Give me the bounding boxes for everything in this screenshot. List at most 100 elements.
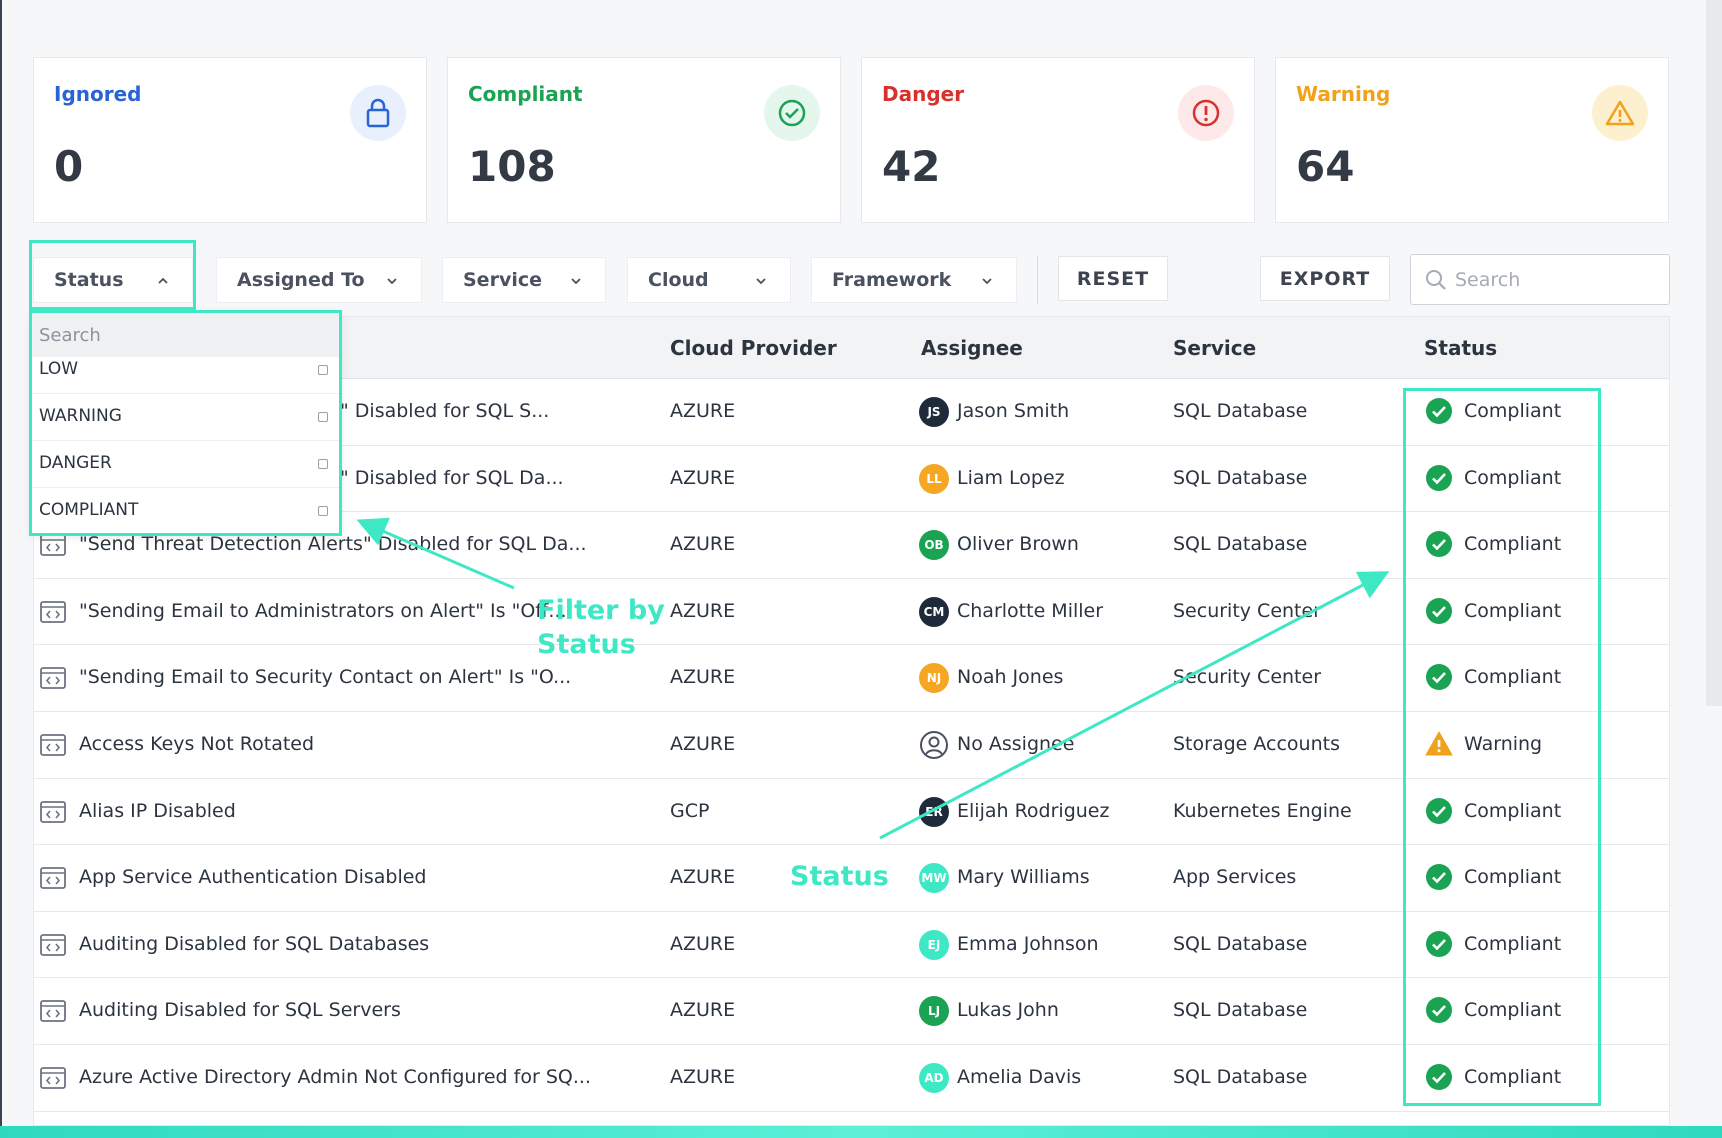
filter-divider bbox=[1037, 256, 1038, 304]
framework-filter-label: Framework bbox=[832, 269, 952, 291]
card-label: Ignored bbox=[54, 82, 142, 106]
code-icon bbox=[40, 1066, 66, 1090]
status-label: Compliant bbox=[1464, 999, 1562, 1022]
service-name: SQL Database bbox=[1173, 533, 1308, 556]
dropdown-option-compliant[interactable]: COMPLIANT bbox=[32, 488, 340, 535]
finding-name[interactable]: Auditing Disabled for SQL Servers bbox=[79, 999, 401, 1022]
header-service[interactable]: Service bbox=[1173, 336, 1257, 360]
reset-button[interactable]: RESET bbox=[1058, 256, 1168, 301]
card-warning[interactable]: Warning 64 bbox=[1275, 57, 1669, 223]
status-filter[interactable]: Status bbox=[33, 257, 193, 303]
lock-icon bbox=[350, 85, 406, 141]
option-label: COMPLIANT bbox=[39, 500, 139, 520]
dropdown-option-low[interactable]: LOW bbox=[32, 347, 340, 394]
code-icon bbox=[40, 733, 66, 757]
table-row[interactable]: Auditing Disabled for SQL Servers AZURE LJ… bbox=[34, 978, 1669, 1045]
status-label: Compliant bbox=[1464, 666, 1562, 689]
assignee-name: Mary Williams bbox=[957, 866, 1090, 889]
status-label: Compliant bbox=[1464, 599, 1562, 622]
service-name: App Services bbox=[1173, 866, 1297, 889]
table-row[interactable]: Access Keys Not Rotated AZURE No Assignee S… bbox=[34, 712, 1669, 779]
finding-name[interactable]: Auditing Disabled for SQL Databases bbox=[79, 932, 430, 955]
avatar: OB bbox=[919, 530, 949, 561]
finding-name[interactable]: "Sending Email to Administrators on Aler… bbox=[79, 599, 567, 622]
chevron-down-icon bbox=[754, 271, 768, 293]
table-row[interactable]: "Send Threat Detection Alerts" Disabled … bbox=[34, 512, 1669, 579]
code-icon bbox=[40, 600, 66, 624]
table-row[interactable]: App Service Authentication Disabled AZURE… bbox=[34, 845, 1669, 912]
card-compliant[interactable]: Compliant 108 bbox=[447, 57, 841, 223]
header-status[interactable]: Status bbox=[1424, 336, 1498, 360]
dropdown-option-warning[interactable]: WARNING bbox=[32, 394, 340, 441]
check-circle-icon bbox=[1425, 996, 1453, 1024]
framework-filter[interactable]: Framework bbox=[811, 257, 1017, 303]
search-input[interactable] bbox=[1455, 265, 1655, 295]
status-label: Compliant bbox=[1464, 799, 1562, 822]
finding-name[interactable]: "Sending Email to Security Contact on Al… bbox=[79, 666, 572, 689]
finding-name[interactable]: Access Keys Not Rotated bbox=[79, 733, 315, 755]
service-filter[interactable]: Service bbox=[442, 257, 606, 303]
status-label: Compliant bbox=[1464, 400, 1562, 422]
checkbox[interactable] bbox=[318, 506, 328, 516]
table-row[interactable]: Auditing Disabled for SQL Databases AZURE… bbox=[34, 912, 1669, 979]
cloud-provider: AZURE bbox=[670, 400, 736, 422]
dropdown-search-input[interactable] bbox=[39, 321, 319, 349]
finding-name[interactable]: Azure Active Directory Admin Not Configu… bbox=[79, 1066, 591, 1088]
table-row[interactable]: Azure Active Directory Admin Not Configu… bbox=[34, 1045, 1669, 1112]
assignee-name: Liam Lopez bbox=[957, 466, 1065, 489]
finding-name[interactable]: "Send Threat Detection Alerts" Disabled … bbox=[79, 533, 587, 556]
card-ignored[interactable]: Ignored 0 bbox=[33, 57, 427, 223]
assignee-name: Elijah Rodriguez bbox=[957, 799, 1110, 822]
avatar: LL bbox=[919, 463, 949, 494]
cloud-provider: AZURE bbox=[670, 932, 736, 955]
option-label: DANGER bbox=[39, 453, 112, 473]
service-name: Storage Accounts bbox=[1173, 733, 1340, 755]
option-label: WARNING bbox=[39, 406, 122, 426]
cloud-provider: AZURE bbox=[670, 733, 736, 755]
status-arrow bbox=[879, 571, 1390, 840]
bottom-bar bbox=[0, 1126, 1722, 1138]
finding-name[interactable]: " Disabled for SQL Da... bbox=[340, 466, 564, 489]
code-icon bbox=[40, 999, 66, 1023]
check-circle-icon bbox=[1425, 663, 1453, 691]
check-circle-icon bbox=[1425, 1063, 1453, 1091]
table-row[interactable]: "Sending Email to Administrators on Aler… bbox=[34, 579, 1669, 646]
header-assignee[interactable]: Assignee bbox=[921, 336, 1023, 360]
chevron-up-icon bbox=[156, 271, 170, 293]
checkbox[interactable] bbox=[318, 459, 328, 469]
cloud-provider: AZURE bbox=[670, 1066, 736, 1088]
warning-icon bbox=[1425, 730, 1453, 758]
table-row[interactable]: Alias IP Disabled GCP ER Elijah Rodriguez Ku… bbox=[34, 779, 1669, 846]
dropdown-option-danger[interactable]: DANGER bbox=[32, 441, 340, 488]
service-name: SQL Database bbox=[1173, 400, 1308, 422]
scrollbar[interactable] bbox=[1706, 0, 1722, 706]
card-danger[interactable]: Danger 42 bbox=[861, 57, 1255, 223]
finding-name[interactable]: " Disabled for SQL S... bbox=[340, 400, 550, 422]
table-row[interactable]: "Sending Email to Security Contact on Al… bbox=[34, 645, 1669, 712]
table-row[interactable]: " Disabled for SQL S... AZURE JS Jason Smit… bbox=[34, 379, 1669, 446]
service-name: SQL Database bbox=[1173, 932, 1308, 955]
table-row[interactable]: " Disabled for SQL Da... AZURE LL Liam Lope… bbox=[34, 446, 1669, 513]
filter-arrow bbox=[356, 517, 515, 590]
assignee-name: Charlotte Miller bbox=[957, 599, 1104, 622]
export-button[interactable]: EXPORT bbox=[1260, 256, 1390, 301]
card-label: Danger bbox=[882, 82, 965, 106]
header-cloud-provider[interactable]: Cloud Provider bbox=[670, 336, 837, 360]
finding-name[interactable]: Alias IP Disabled bbox=[79, 799, 236, 822]
assignee-name: Amelia Davis bbox=[957, 1066, 1082, 1088]
code-icon bbox=[40, 800, 66, 824]
checkbox[interactable] bbox=[318, 365, 328, 375]
cloud-provider: GCP bbox=[670, 799, 710, 822]
cloud-provider: AZURE bbox=[670, 599, 736, 622]
chevron-down-icon bbox=[385, 271, 399, 293]
cloud-provider: AZURE bbox=[670, 466, 736, 489]
service-name: Security Center bbox=[1173, 666, 1322, 689]
assigned-to-filter[interactable]: Assigned To bbox=[216, 257, 422, 303]
check-circle-icon bbox=[1425, 464, 1453, 492]
check-circle-icon bbox=[764, 85, 820, 141]
cloud-filter[interactable]: Cloud bbox=[627, 257, 791, 303]
avatar: MW bbox=[919, 863, 949, 894]
finding-name[interactable]: App Service Authentication Disabled bbox=[79, 866, 427, 889]
checkbox[interactable] bbox=[318, 412, 328, 422]
dropdown-search bbox=[32, 313, 340, 357]
